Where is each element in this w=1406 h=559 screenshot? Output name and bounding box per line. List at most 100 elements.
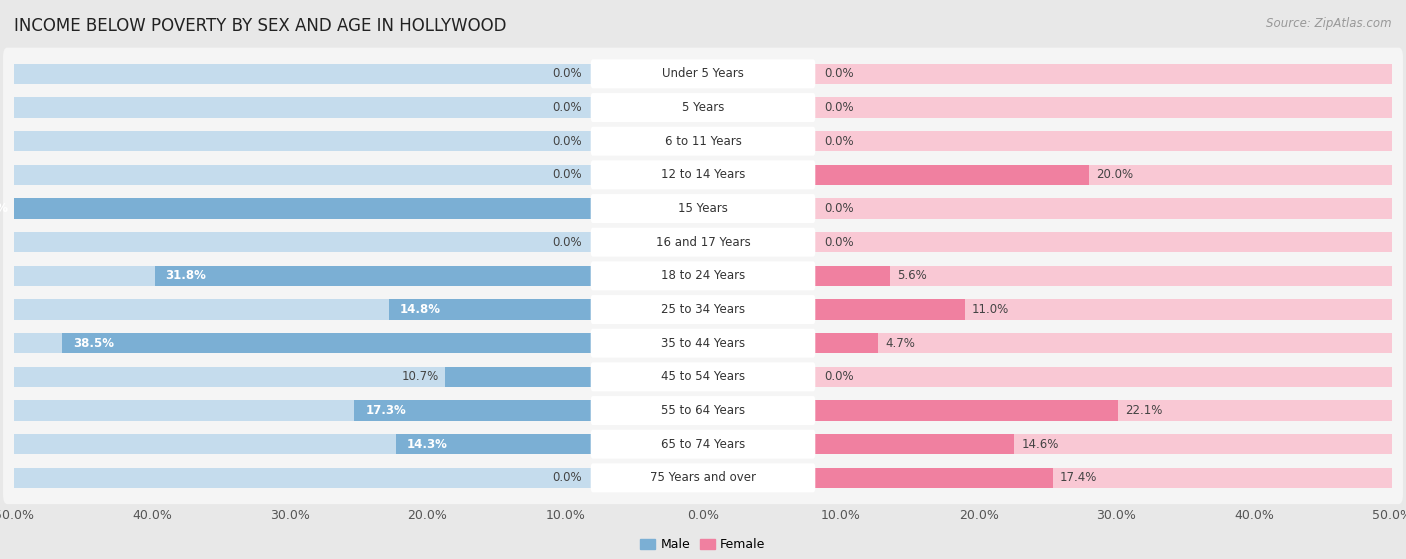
Text: 16 and 17 Years: 16 and 17 Years: [655, 236, 751, 249]
Text: 0.0%: 0.0%: [824, 68, 853, 80]
Bar: [813, 400, 1392, 420]
Bar: [813, 468, 1392, 488]
Bar: [389, 300, 593, 320]
Bar: [813, 266, 1392, 286]
Text: 4.7%: 4.7%: [884, 337, 915, 350]
Bar: [14, 131, 593, 151]
Text: 11.0%: 11.0%: [972, 303, 1010, 316]
Text: 14.6%: 14.6%: [1021, 438, 1059, 451]
FancyBboxPatch shape: [591, 93, 815, 122]
Text: 65 to 74 Years: 65 to 74 Years: [661, 438, 745, 451]
Bar: [14, 468, 593, 488]
Bar: [354, 400, 593, 420]
FancyBboxPatch shape: [591, 430, 815, 459]
FancyBboxPatch shape: [591, 295, 815, 324]
FancyBboxPatch shape: [3, 452, 1403, 504]
Text: 15 Years: 15 Years: [678, 202, 728, 215]
Bar: [14, 97, 593, 117]
Bar: [446, 367, 593, 387]
Bar: [813, 400, 1118, 420]
Bar: [813, 165, 1088, 185]
Text: 45 to 54 Years: 45 to 54 Years: [661, 371, 745, 383]
Bar: [813, 300, 1392, 320]
Text: 6 to 11 Years: 6 to 11 Years: [665, 135, 741, 148]
FancyBboxPatch shape: [3, 81, 1403, 134]
Text: 46.2%: 46.2%: [0, 202, 8, 215]
FancyBboxPatch shape: [591, 228, 815, 257]
Bar: [155, 266, 593, 286]
Text: 14.3%: 14.3%: [406, 438, 447, 451]
Text: Under 5 Years: Under 5 Years: [662, 68, 744, 80]
Bar: [813, 266, 890, 286]
Text: 0.0%: 0.0%: [553, 236, 582, 249]
FancyBboxPatch shape: [3, 384, 1403, 437]
FancyBboxPatch shape: [591, 329, 815, 358]
FancyBboxPatch shape: [3, 216, 1403, 268]
FancyBboxPatch shape: [591, 396, 815, 425]
Text: 22.1%: 22.1%: [1125, 404, 1161, 417]
Bar: [14, 300, 593, 320]
Bar: [14, 367, 593, 387]
FancyBboxPatch shape: [3, 317, 1403, 369]
Text: INCOME BELOW POVERTY BY SEX AND AGE IN HOLLYWOOD: INCOME BELOW POVERTY BY SEX AND AGE IN H…: [14, 17, 506, 35]
FancyBboxPatch shape: [591, 362, 815, 391]
Text: 17.4%: 17.4%: [1060, 471, 1097, 484]
Bar: [813, 434, 1014, 454]
Text: 18 to 24 Years: 18 to 24 Years: [661, 269, 745, 282]
Text: 31.8%: 31.8%: [166, 269, 207, 282]
Text: 35 to 44 Years: 35 to 44 Years: [661, 337, 745, 350]
FancyBboxPatch shape: [591, 160, 815, 190]
Bar: [62, 333, 593, 353]
Legend: Male, Female: Male, Female: [641, 538, 765, 551]
Text: 12 to 14 Years: 12 to 14 Years: [661, 168, 745, 181]
Text: 75 Years and over: 75 Years and over: [650, 471, 756, 484]
Text: 14.8%: 14.8%: [399, 303, 441, 316]
FancyBboxPatch shape: [3, 350, 1403, 403]
Bar: [813, 97, 1392, 117]
Bar: [395, 434, 593, 454]
Bar: [813, 434, 1392, 454]
Bar: [14, 266, 593, 286]
Text: 0.0%: 0.0%: [824, 101, 853, 114]
Text: 0.0%: 0.0%: [553, 135, 582, 148]
Text: 0.0%: 0.0%: [553, 101, 582, 114]
Text: 0.0%: 0.0%: [553, 471, 582, 484]
FancyBboxPatch shape: [591, 127, 815, 155]
Text: 38.5%: 38.5%: [73, 337, 114, 350]
Bar: [813, 367, 1392, 387]
Bar: [813, 468, 1053, 488]
FancyBboxPatch shape: [3, 48, 1403, 100]
FancyBboxPatch shape: [3, 149, 1403, 201]
FancyBboxPatch shape: [3, 250, 1403, 302]
Text: 0.0%: 0.0%: [553, 68, 582, 80]
Bar: [14, 198, 593, 219]
Bar: [813, 198, 1392, 219]
Text: 55 to 64 Years: 55 to 64 Years: [661, 404, 745, 417]
Text: 0.0%: 0.0%: [553, 168, 582, 181]
Bar: [14, 165, 593, 185]
Text: 0.0%: 0.0%: [824, 202, 853, 215]
Bar: [813, 64, 1392, 84]
FancyBboxPatch shape: [3, 182, 1403, 235]
Text: 5 Years: 5 Years: [682, 101, 724, 114]
Text: 0.0%: 0.0%: [824, 236, 853, 249]
Bar: [813, 333, 1392, 353]
Text: 17.3%: 17.3%: [366, 404, 406, 417]
Bar: [0, 198, 593, 219]
FancyBboxPatch shape: [3, 115, 1403, 168]
Bar: [14, 232, 593, 252]
Text: 25 to 34 Years: 25 to 34 Years: [661, 303, 745, 316]
FancyBboxPatch shape: [591, 194, 815, 223]
Text: 10.7%: 10.7%: [401, 371, 439, 383]
Bar: [813, 333, 877, 353]
Text: 20.0%: 20.0%: [1095, 168, 1133, 181]
Text: Source: ZipAtlas.com: Source: ZipAtlas.com: [1267, 17, 1392, 30]
FancyBboxPatch shape: [591, 59, 815, 88]
Bar: [813, 232, 1392, 252]
Bar: [813, 300, 965, 320]
FancyBboxPatch shape: [591, 262, 815, 290]
Bar: [813, 165, 1392, 185]
Text: 0.0%: 0.0%: [824, 135, 853, 148]
FancyBboxPatch shape: [591, 463, 815, 492]
FancyBboxPatch shape: [3, 418, 1403, 471]
